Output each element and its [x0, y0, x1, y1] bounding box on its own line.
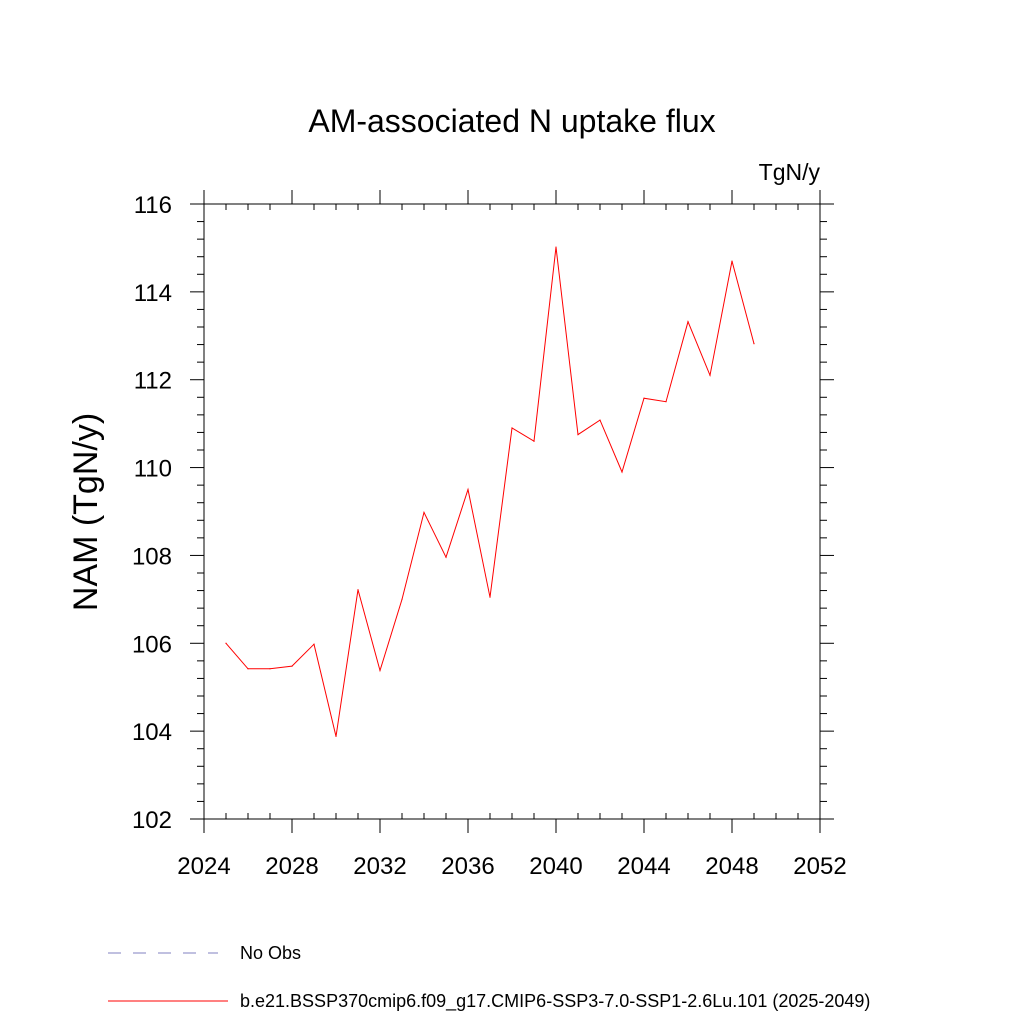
series-point [753, 343, 755, 345]
series-point [467, 488, 469, 491]
series-point [489, 596, 491, 598]
series-point [247, 668, 249, 670]
x-tick-label: 2040 [529, 853, 582, 880]
series-point [709, 374, 711, 376]
series-point [665, 401, 667, 403]
x-tick-label: 2036 [441, 853, 494, 880]
x-tick-label: 2032 [353, 853, 406, 880]
series-line [225, 247, 755, 737]
legend: No Obs b.e21.BSSP370cmip6.f09_g17.CMIP6-… [108, 943, 870, 1012]
x-tick-label: 2028 [265, 853, 318, 880]
series-point [687, 321, 689, 323]
x-tick-labels: 2024 2028 2032 2036 2040 2044 2048 2052 [177, 853, 846, 880]
y-tick-label: 116 [134, 192, 172, 219]
series-point [291, 665, 293, 667]
axis-ticks [190, 190, 834, 833]
y-tick-label: 114 [134, 280, 172, 307]
y-tick-label: 104 [132, 719, 172, 746]
legend-label-series: b.e21.BSSP370cmip6.f09_g17.CMIP6-SSP3-7.… [240, 991, 870, 1012]
series-point [599, 419, 601, 421]
series-point [401, 598, 403, 600]
y-tick-label: 112 [134, 368, 172, 395]
series-point [225, 642, 227, 644]
y-axis-label: NAM (TgN/y) [67, 413, 105, 611]
y-tick-label: 106 [132, 631, 172, 658]
y-tick-label: 110 [134, 456, 172, 483]
x-tick-label: 2048 [705, 853, 758, 880]
series-point [577, 434, 579, 436]
series-point [357, 589, 359, 591]
x-tick-label: 2044 [617, 853, 670, 880]
legend-label-no-obs: No Obs [240, 943, 301, 963]
series-point [445, 556, 447, 558]
series-point [731, 260, 733, 262]
series-point [423, 511, 425, 513]
y-tick-labels: 102 104 106 108 110 112 114 116 [132, 192, 172, 834]
y-tick-label: 108 [132, 543, 172, 570]
series-point [269, 668, 271, 670]
series-point [533, 440, 535, 442]
plot-frame [203, 203, 821, 820]
series-point [511, 427, 513, 429]
units-label: TgN/y [759, 159, 821, 185]
series-layer [225, 246, 755, 738]
series-point [335, 735, 337, 738]
x-tick-label: 2024 [177, 853, 230, 880]
series-point [643, 397, 645, 399]
series-point [621, 471, 623, 473]
series-point [555, 246, 557, 248]
series-point [379, 669, 381, 672]
y-tick-label: 102 [132, 807, 172, 834]
x-tick-label: 2052 [793, 853, 846, 880]
chart-title: AM-associated N uptake flux [308, 103, 715, 139]
series-point [313, 643, 315, 645]
